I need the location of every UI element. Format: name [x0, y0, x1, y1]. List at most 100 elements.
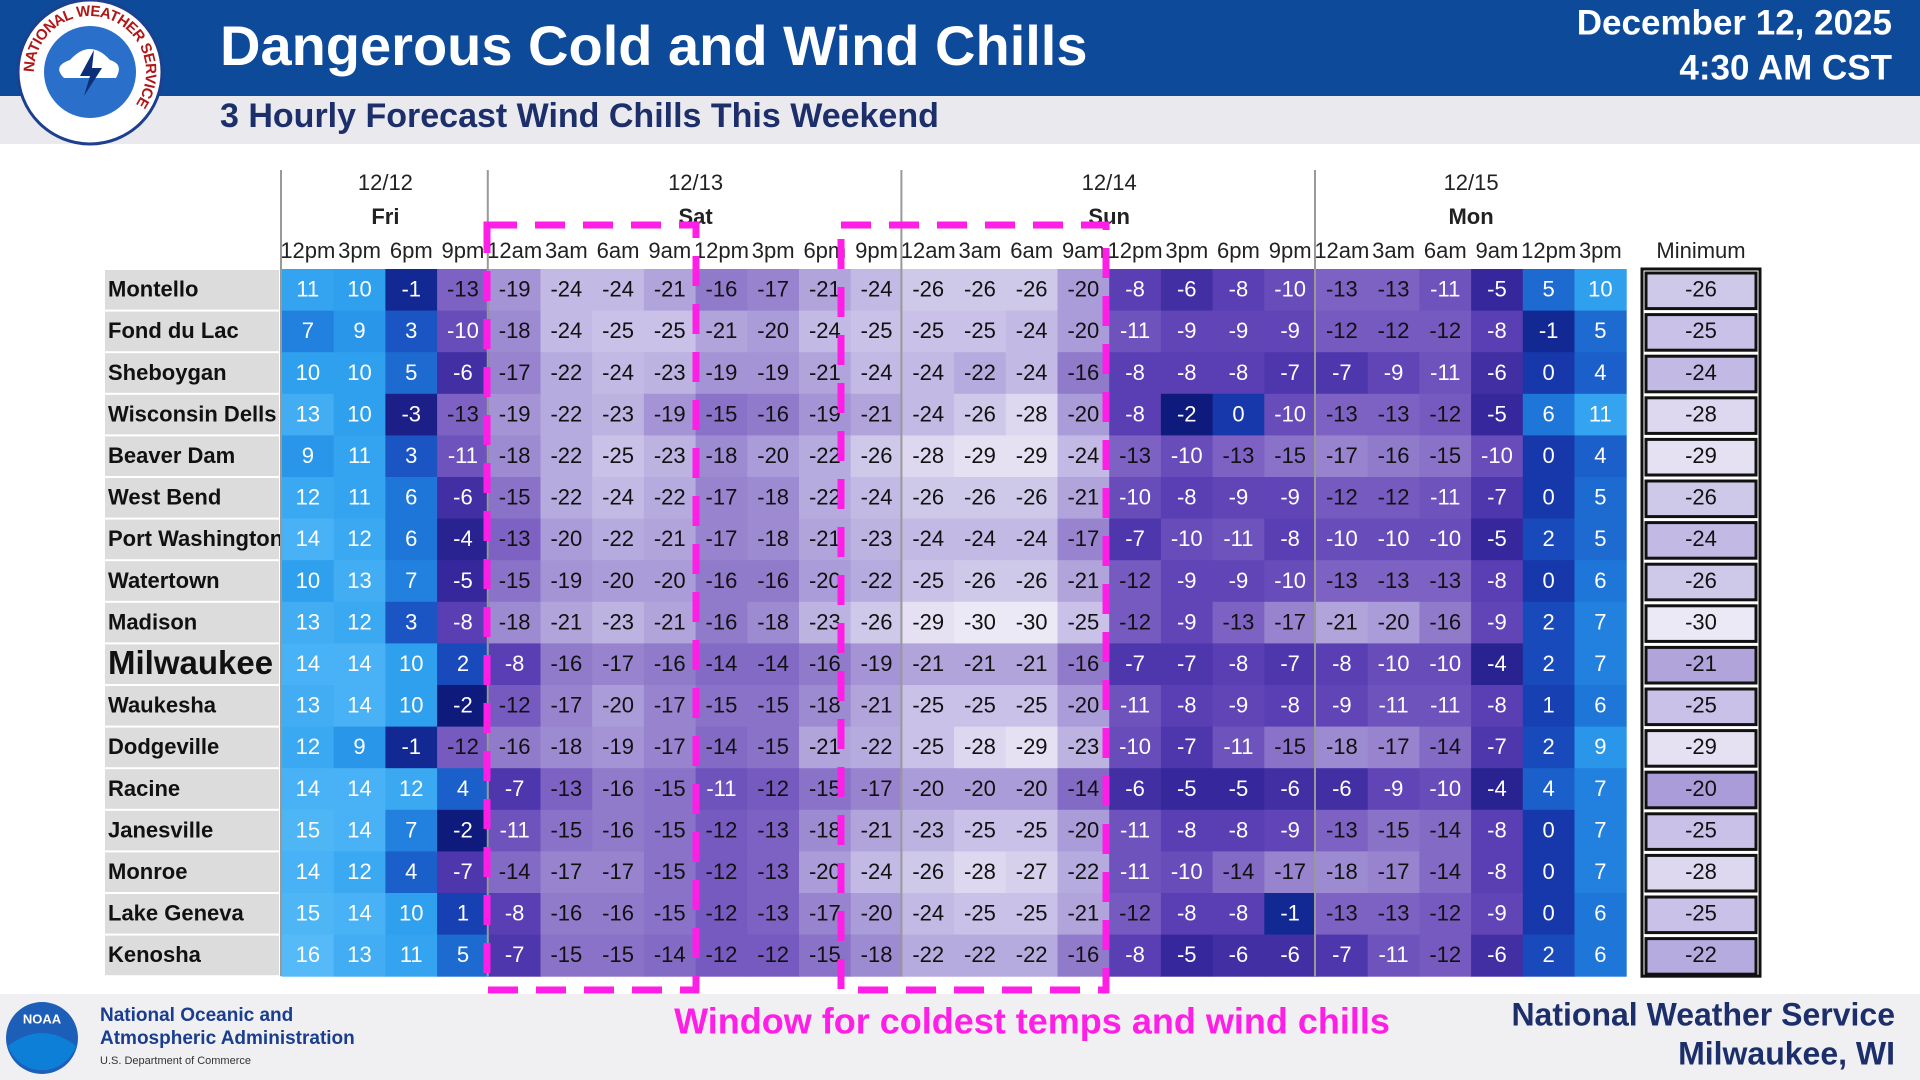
- cell-value: 5: [1594, 485, 1606, 510]
- cell: [747, 768, 800, 811]
- cell: [1316, 269, 1369, 312]
- cell-value: 11: [348, 485, 371, 510]
- cell: [1522, 768, 1575, 811]
- cell-value: -15: [499, 568, 531, 593]
- cell-value: 6: [405, 485, 417, 510]
- cell-value: -17: [602, 651, 634, 676]
- cell-value: -22: [1016, 942, 1048, 967]
- cell-value: -22: [912, 942, 944, 967]
- cell: [540, 435, 593, 478]
- cell-value: -25: [1067, 609, 1099, 634]
- cell: [1574, 809, 1627, 852]
- cell-value: -17: [1067, 526, 1099, 551]
- row-label-bg: [105, 311, 279, 352]
- cell: [1471, 393, 1524, 436]
- cell: [1574, 685, 1627, 728]
- cell-value: -21: [809, 526, 841, 551]
- cell: [1367, 809, 1420, 852]
- cell: [488, 809, 541, 852]
- cell-value: -10: [447, 318, 479, 343]
- cell-value: 15: [296, 901, 320, 926]
- cell-value: -20: [550, 526, 582, 551]
- cell-value: -7: [1487, 485, 1507, 510]
- cell-value: -17: [499, 360, 531, 385]
- cell: [695, 726, 748, 769]
- minimum-cell: [1644, 645, 1758, 685]
- cell: [902, 601, 955, 644]
- day-date: 12/12: [358, 170, 413, 195]
- cell-value: 14: [296, 859, 320, 884]
- cell-value: -4: [1487, 651, 1507, 676]
- cell: [1005, 893, 1058, 936]
- cell-value: -8: [1487, 568, 1507, 593]
- cell: [1109, 851, 1162, 894]
- cell: [540, 726, 593, 769]
- cell: [1471, 726, 1524, 769]
- cell: [1057, 269, 1110, 312]
- cell: [747, 893, 800, 936]
- cell-value: -11: [1120, 693, 1150, 718]
- cell: [1574, 477, 1627, 520]
- row-label-bg: [105, 769, 279, 809]
- cell-value: -3: [401, 401, 421, 426]
- cell: [1005, 768, 1058, 811]
- cell-value: -8: [453, 609, 473, 634]
- row-label: Sheboygan: [108, 360, 227, 385]
- cell: [1057, 560, 1110, 603]
- cell: [488, 518, 541, 561]
- cell: [1160, 477, 1214, 520]
- cell: [1057, 435, 1110, 478]
- cell-value: -19: [757, 360, 789, 385]
- cell-value: -12: [706, 901, 738, 926]
- cell-value: -9: [1384, 360, 1404, 385]
- cell: [1419, 601, 1472, 644]
- cell-value: -16: [602, 817, 634, 842]
- cell: [1367, 352, 1420, 395]
- cell: [1316, 518, 1369, 561]
- cell-value: -21: [912, 651, 944, 676]
- cell-value: -18: [550, 734, 582, 759]
- cell-value: -24: [912, 360, 944, 385]
- cell-value: -13: [1326, 901, 1358, 926]
- cell-value: -25: [1016, 693, 1048, 718]
- cell-value: -14: [499, 859, 531, 884]
- cell: [488, 851, 541, 894]
- cell-value: 7: [1594, 776, 1606, 801]
- cell-value: 4: [1543, 776, 1555, 801]
- cell-value: -14: [706, 651, 738, 676]
- cell: [954, 934, 1007, 977]
- cell-value: -11: [1430, 693, 1460, 718]
- cell-value: -12: [706, 817, 738, 842]
- cell-value: -10: [1171, 526, 1203, 551]
- cell-value: -26: [1016, 277, 1048, 302]
- cell-value: -28: [964, 734, 996, 759]
- cell-value: -10: [1119, 734, 1151, 759]
- cell: [1574, 393, 1627, 436]
- minimum-cell: [1644, 521, 1758, 560]
- minimum-value: -28: [1685, 401, 1717, 426]
- cell-value: -28: [1016, 401, 1048, 426]
- cell: [1109, 601, 1162, 644]
- cell: [592, 934, 645, 977]
- cell-value: -5: [1487, 277, 1507, 302]
- cell: [1471, 435, 1524, 478]
- cell: [1316, 352, 1369, 395]
- cell-value: -9: [1280, 485, 1300, 510]
- cell-value: -13: [757, 901, 789, 926]
- cell-value: -25: [1016, 817, 1048, 842]
- cell: [643, 809, 697, 852]
- cell-value: 12: [347, 859, 371, 884]
- cell-value: -10: [1481, 443, 1513, 468]
- cell: [747, 726, 800, 769]
- cell-value: -28: [964, 859, 996, 884]
- cell-value: 2: [457, 651, 469, 676]
- dashed-box: [483, 221, 700, 994]
- cell: [747, 560, 800, 603]
- cell-value: -11: [1378, 942, 1408, 967]
- minimum-cell: [1644, 313, 1758, 352]
- row-label: Beaver Dam: [108, 443, 235, 468]
- cell-value: -16: [1067, 942, 1099, 967]
- cell: [592, 518, 645, 561]
- cell: [1005, 726, 1058, 769]
- cell-value: -12: [1326, 318, 1358, 343]
